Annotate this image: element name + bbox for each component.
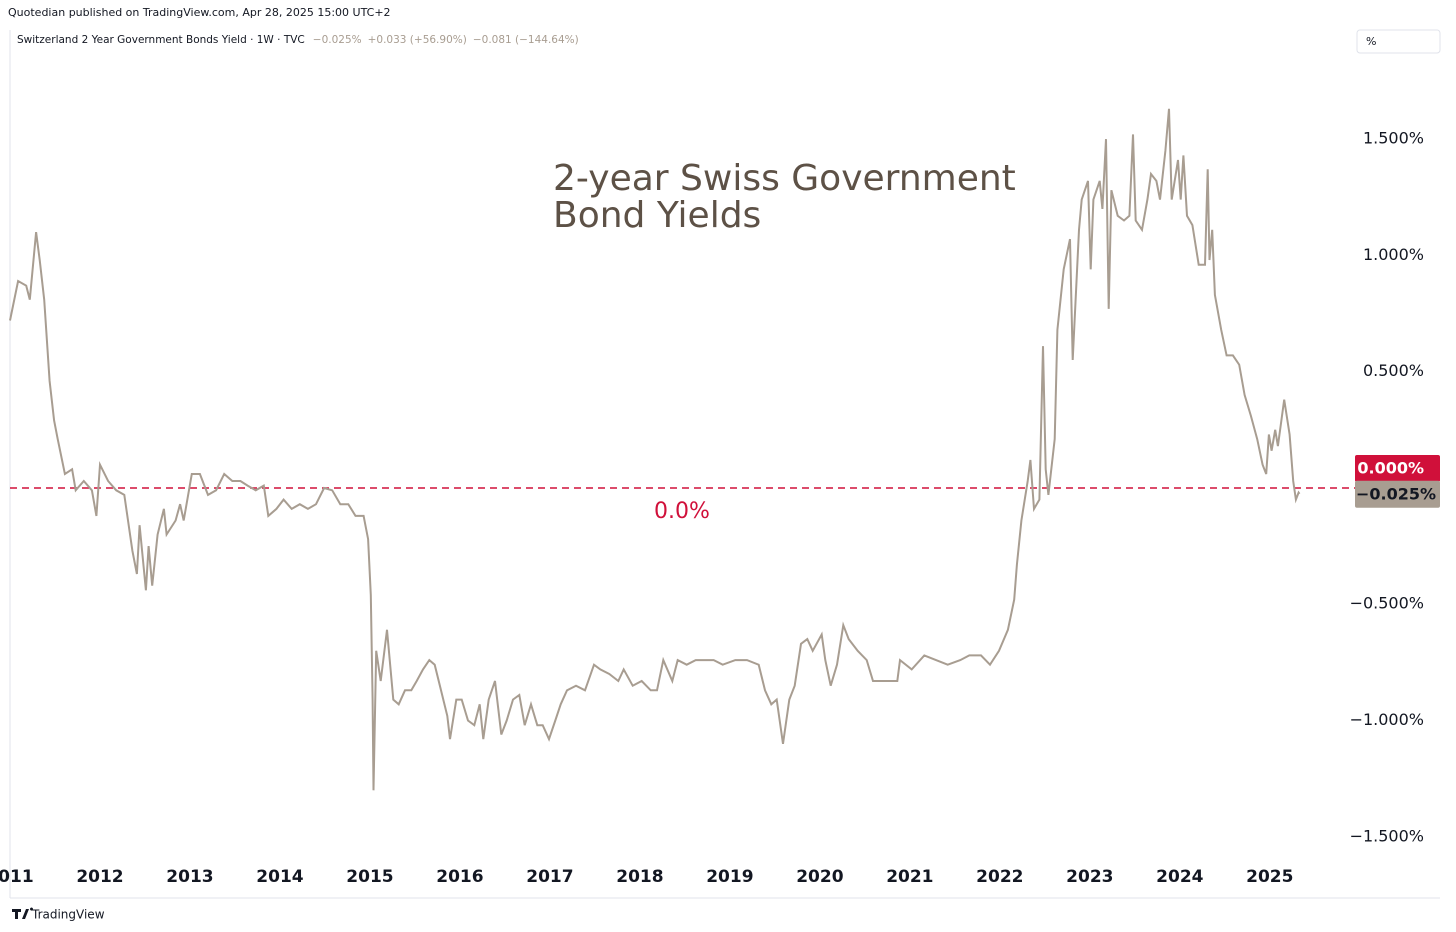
x-tick-label: 2022: [976, 867, 1023, 887]
y-tick-label: 1.500%: [1363, 129, 1424, 148]
annotation: 0.0%: [654, 499, 710, 524]
x-tick-label: 2017: [526, 867, 573, 887]
unit-button-label[interactable]: %: [1366, 35, 1376, 48]
x-tick-label: 2023: [1066, 867, 1113, 887]
legend-value: −0.025%: [313, 34, 362, 46]
x-tick-label: 2013: [166, 867, 213, 887]
x-tick-label: 2012: [76, 867, 123, 887]
y-tick-label: −1.000%: [1350, 710, 1424, 729]
y-tick-label: −0.500%: [1350, 594, 1424, 613]
legend-series: Switzerland 2 Year Government Bonds Yiel…: [17, 34, 305, 46]
y-tick-label: −1.500%: [1350, 826, 1424, 845]
reference-label-box: [1355, 454, 1440, 482]
reference-label: 0.000%: [1357, 458, 1424, 477]
last-value-label: −0.025%: [1356, 484, 1436, 503]
legend-values: −0.025% +0.033 (+56.90%) −0.081 (−144.64%): [313, 34, 579, 46]
unit-button[interactable]: [1356, 29, 1441, 54]
chart-title: 2-year Swiss Government: [553, 158, 1016, 199]
series-line: [9, 108, 1301, 791]
y-tick-label: 1.000%: [1363, 245, 1424, 264]
y-tick-label: 0.500%: [1363, 361, 1424, 380]
x-tick-label: 2018: [616, 867, 663, 887]
x-tick-label: 2020: [796, 867, 843, 887]
x-tick-label: 2025: [1246, 867, 1293, 887]
legend-value: −0.081 (−144.64%): [473, 34, 579, 46]
x-tick-label: 2015: [346, 867, 393, 887]
chart-title: Bond Yields: [553, 195, 761, 236]
logo: [12, 907, 33, 919]
x-tick-label: 2021: [886, 867, 933, 887]
x-tick-label: 2016: [436, 867, 483, 887]
x-tick-label: 2011: [0, 867, 34, 887]
last-value-box: [1355, 480, 1440, 508]
x-tick-label: 2014: [256, 867, 303, 887]
x-tick-label: 2019: [706, 867, 753, 887]
header: Quotedian published on TradingView.com, …: [8, 6, 391, 19]
legend-value: +0.033 (+56.90%): [368, 34, 467, 46]
x-tick-label: 2024: [1156, 867, 1203, 887]
footer: TradingView: [31, 908, 105, 922]
